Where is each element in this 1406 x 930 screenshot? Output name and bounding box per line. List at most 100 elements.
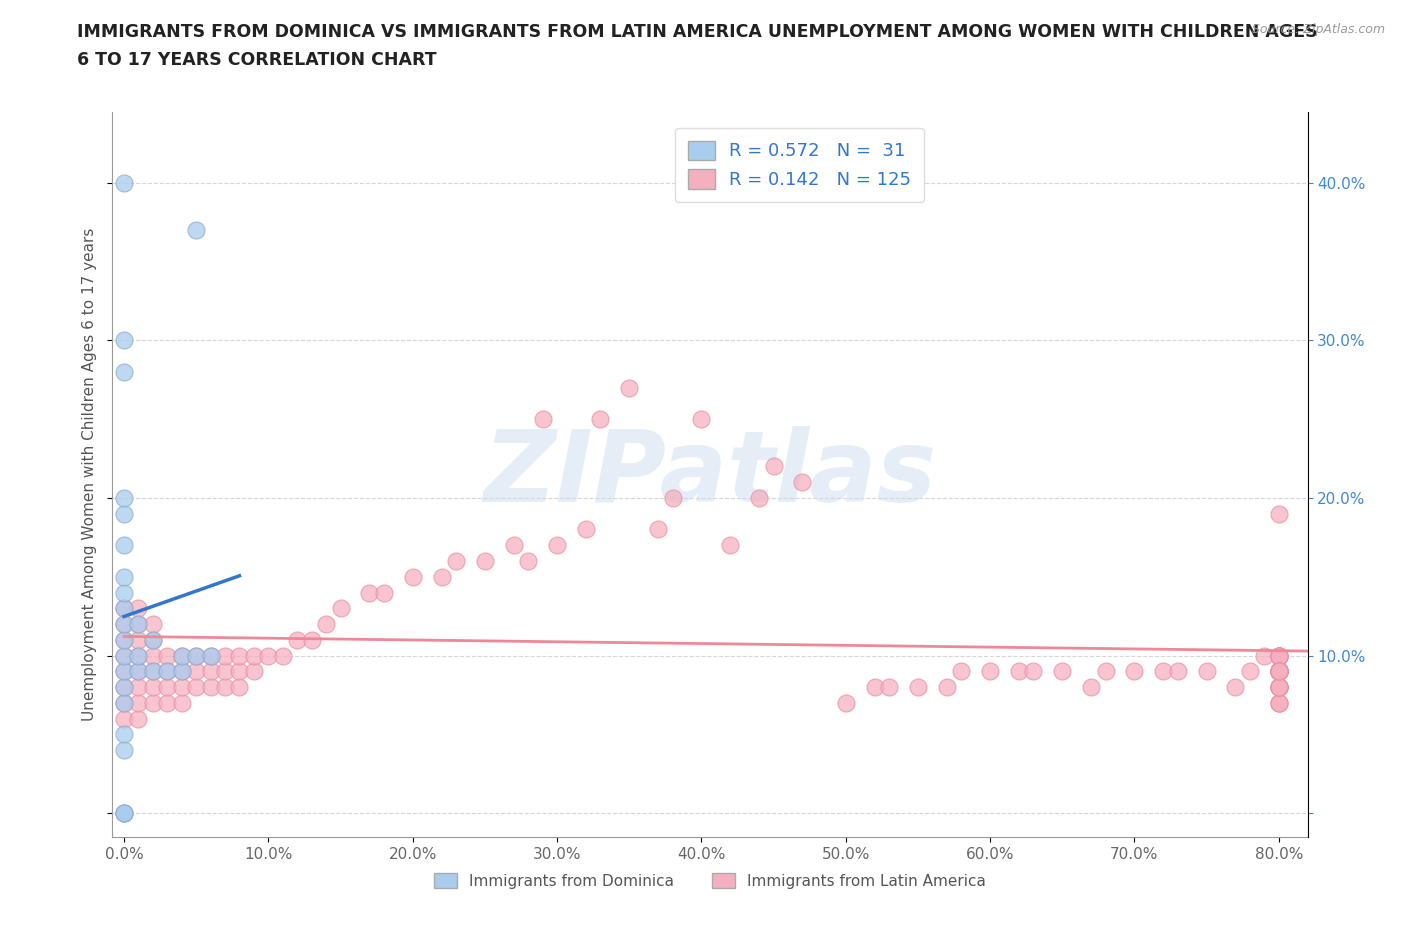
Point [112,664,135,679]
Point [979,664,1001,679]
Point [877,680,900,695]
Point [112,711,135,726]
Point [127,632,149,647]
Point [186,648,208,663]
Point [186,222,208,237]
Point [127,601,149,616]
Point [718,538,741,552]
Point [156,680,179,695]
Point [1267,680,1289,695]
Point [1267,664,1289,679]
Point [474,553,496,568]
Point [112,696,135,711]
Point [112,648,135,663]
Point [950,664,973,679]
Point [329,601,352,616]
Point [200,680,222,695]
Point [142,680,165,695]
Point [1195,664,1218,679]
Point [1267,506,1289,521]
Point [502,538,524,552]
Point [1167,664,1189,679]
Point [1267,664,1289,679]
Point [142,632,165,647]
Point [127,648,149,663]
Point [170,664,193,679]
Point [228,648,250,663]
Point [1267,648,1289,663]
Point [112,632,135,647]
Point [1267,648,1289,663]
Point [127,664,149,679]
Point [1267,648,1289,663]
Point [142,617,165,631]
Point [214,680,236,695]
Point [271,648,294,663]
Point [1008,664,1031,679]
Point [200,664,222,679]
Point [1152,664,1174,679]
Point [661,490,683,505]
Point [546,538,568,552]
Point [142,696,165,711]
Point [531,412,554,427]
Point [214,664,236,679]
Point [243,648,266,663]
Text: Source: ZipAtlas.com: Source: ZipAtlas.com [1251,23,1385,36]
Point [373,585,395,600]
Point [1267,664,1289,679]
Point [1267,664,1289,679]
Point [257,648,280,663]
Point [156,664,179,679]
Point [112,648,135,663]
Point [1267,664,1289,679]
Point [112,490,135,505]
Point [792,474,814,489]
Point [200,648,222,663]
Point [1123,664,1146,679]
Point [156,648,179,663]
Point [1267,696,1289,711]
Point [112,601,135,616]
Point [444,553,467,568]
Point [170,664,193,679]
Point [315,617,337,631]
Point [214,648,236,663]
Point [112,569,135,584]
Point [1253,648,1275,663]
Point [228,664,250,679]
Point [1267,664,1289,679]
Point [1267,664,1289,679]
Point [156,664,179,679]
Point [285,632,308,647]
Point [1267,680,1289,695]
Text: 6 TO 17 YEARS CORRELATION CHART: 6 TO 17 YEARS CORRELATION CHART [77,51,437,69]
Point [1267,664,1289,679]
Point [112,538,135,552]
Point [170,648,193,663]
Point [127,664,149,679]
Point [834,696,856,711]
Point [1267,680,1289,695]
Point [142,648,165,663]
Point [127,696,149,711]
Point [1267,664,1289,679]
Point [359,585,381,600]
Point [170,696,193,711]
Point [1267,664,1289,679]
Point [156,696,179,711]
Point [200,648,222,663]
Point [1267,664,1289,679]
Point [170,680,193,695]
Point [112,585,135,600]
Point [112,727,135,742]
Point [112,617,135,631]
Point [112,617,135,631]
Y-axis label: Unemployment Among Women with Children Ages 6 to 17 years: Unemployment Among Women with Children A… [82,228,97,721]
Point [1267,664,1289,679]
Point [186,680,208,695]
Point [186,648,208,663]
Point [1267,696,1289,711]
Point [127,617,149,631]
Point [907,680,929,695]
